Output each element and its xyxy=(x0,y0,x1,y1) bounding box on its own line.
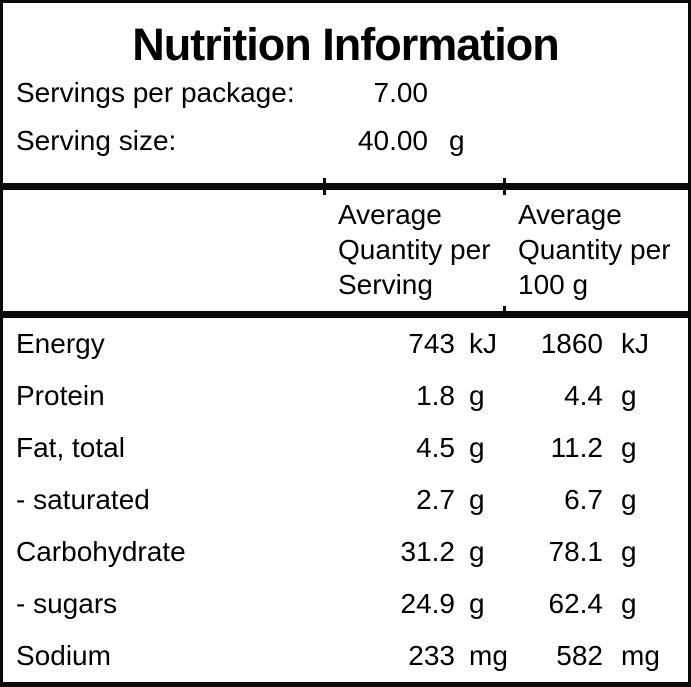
table-row-sodium: Sodium 233 mg 582 mg xyxy=(3,630,688,682)
per-100g-value: 1860 xyxy=(540,328,603,359)
per-100g-value: 4.4 xyxy=(564,380,603,411)
per-100g-value: 62.4 xyxy=(548,588,604,619)
per-serving-unit: kJ xyxy=(469,328,497,359)
serving-size-unit: g xyxy=(449,125,465,156)
per-100g-unit: kJ xyxy=(621,328,649,359)
column-tick xyxy=(323,178,326,195)
servings-per-package-label: Servings per package: xyxy=(16,77,295,108)
per-100g-unit: g xyxy=(621,380,637,411)
per-100g-value: 78.1 xyxy=(548,536,604,567)
column-header-empty xyxy=(3,197,325,302)
per-serving-unit: g xyxy=(469,432,485,463)
divider-bottom xyxy=(3,306,688,318)
column-tick xyxy=(503,306,506,318)
servings-per-package-row: Servings per package: 7.00 xyxy=(3,69,688,117)
nutrient-name: Protein xyxy=(16,380,105,411)
nutrient-name: - saturated xyxy=(16,484,150,515)
per-serving-value: 2.7 xyxy=(416,484,455,515)
column-tick xyxy=(503,178,506,195)
table-row-energy: Energy 743 kJ 1860 kJ xyxy=(3,318,688,370)
per-100g-value: 6.7 xyxy=(564,484,603,515)
table-row-fat-total: Fat, total 4.5 g 11.2 g xyxy=(3,422,688,474)
nutrient-name: Sodium xyxy=(16,640,111,671)
per-serving-value: 1.8 xyxy=(416,380,455,411)
per-serving-unit: g xyxy=(469,588,485,619)
table-row-saturated: - saturated 2.7 g 6.7 g xyxy=(3,474,688,526)
serving-info-section: Servings per package: 7.00 Serving size:… xyxy=(3,69,688,165)
per-serving-value: 31.2 xyxy=(400,536,456,567)
per-serving-value: 233 xyxy=(408,640,455,671)
per-100g-unit: g xyxy=(621,484,637,515)
table-row-protein: Protein 1.8 g 4.4 g xyxy=(3,370,688,422)
nutrient-name: - sugars xyxy=(16,588,118,619)
per-serving-unit: g xyxy=(469,536,485,567)
column-header-per-serving: Average Quantity per Serving xyxy=(338,199,491,300)
table-row-sugars: - sugars 24.9 g 62.4 g xyxy=(3,578,688,630)
column-header-row: Average Quantity per Serving Average Qua… xyxy=(3,190,688,311)
serving-size-row: Serving size: 40.00 g xyxy=(3,117,688,165)
nutrient-name: Carbohydrate xyxy=(16,536,186,567)
nutrient-table: Energy 743 kJ 1860 kJ Protein 1.8 g 4.4 … xyxy=(3,318,688,682)
per-serving-unit: g xyxy=(469,484,485,515)
per-serving-value: 4.5 xyxy=(416,432,455,463)
table-row-carbohydrate: Carbohydrate 31.2 g 78.1 g xyxy=(3,526,688,578)
divider-top xyxy=(3,178,688,195)
per-serving-value: 743 xyxy=(408,328,455,359)
column-header-per-100g: Average Quantity per 100 g xyxy=(518,199,671,300)
per-serving-value: 24.9 xyxy=(400,588,456,619)
serving-size-label: Serving size: xyxy=(16,125,177,156)
nutrient-name: Energy xyxy=(16,328,105,359)
per-100g-unit: mg xyxy=(621,640,660,671)
servings-per-package-value: 7.00 xyxy=(373,77,429,108)
per-100g-unit: g xyxy=(621,432,637,463)
nutrient-name: Fat, total xyxy=(16,432,125,463)
per-100g-unit: g xyxy=(621,588,637,619)
serving-size-value: 40.00 xyxy=(357,125,428,156)
per-100g-unit: g xyxy=(621,536,637,567)
per-100g-value: 11.2 xyxy=(550,432,603,463)
per-100g-value: 582 xyxy=(556,640,603,671)
panel-title: Nutrition Information xyxy=(132,19,559,70)
per-serving-unit: mg xyxy=(469,640,508,671)
per-serving-unit: g xyxy=(469,380,485,411)
